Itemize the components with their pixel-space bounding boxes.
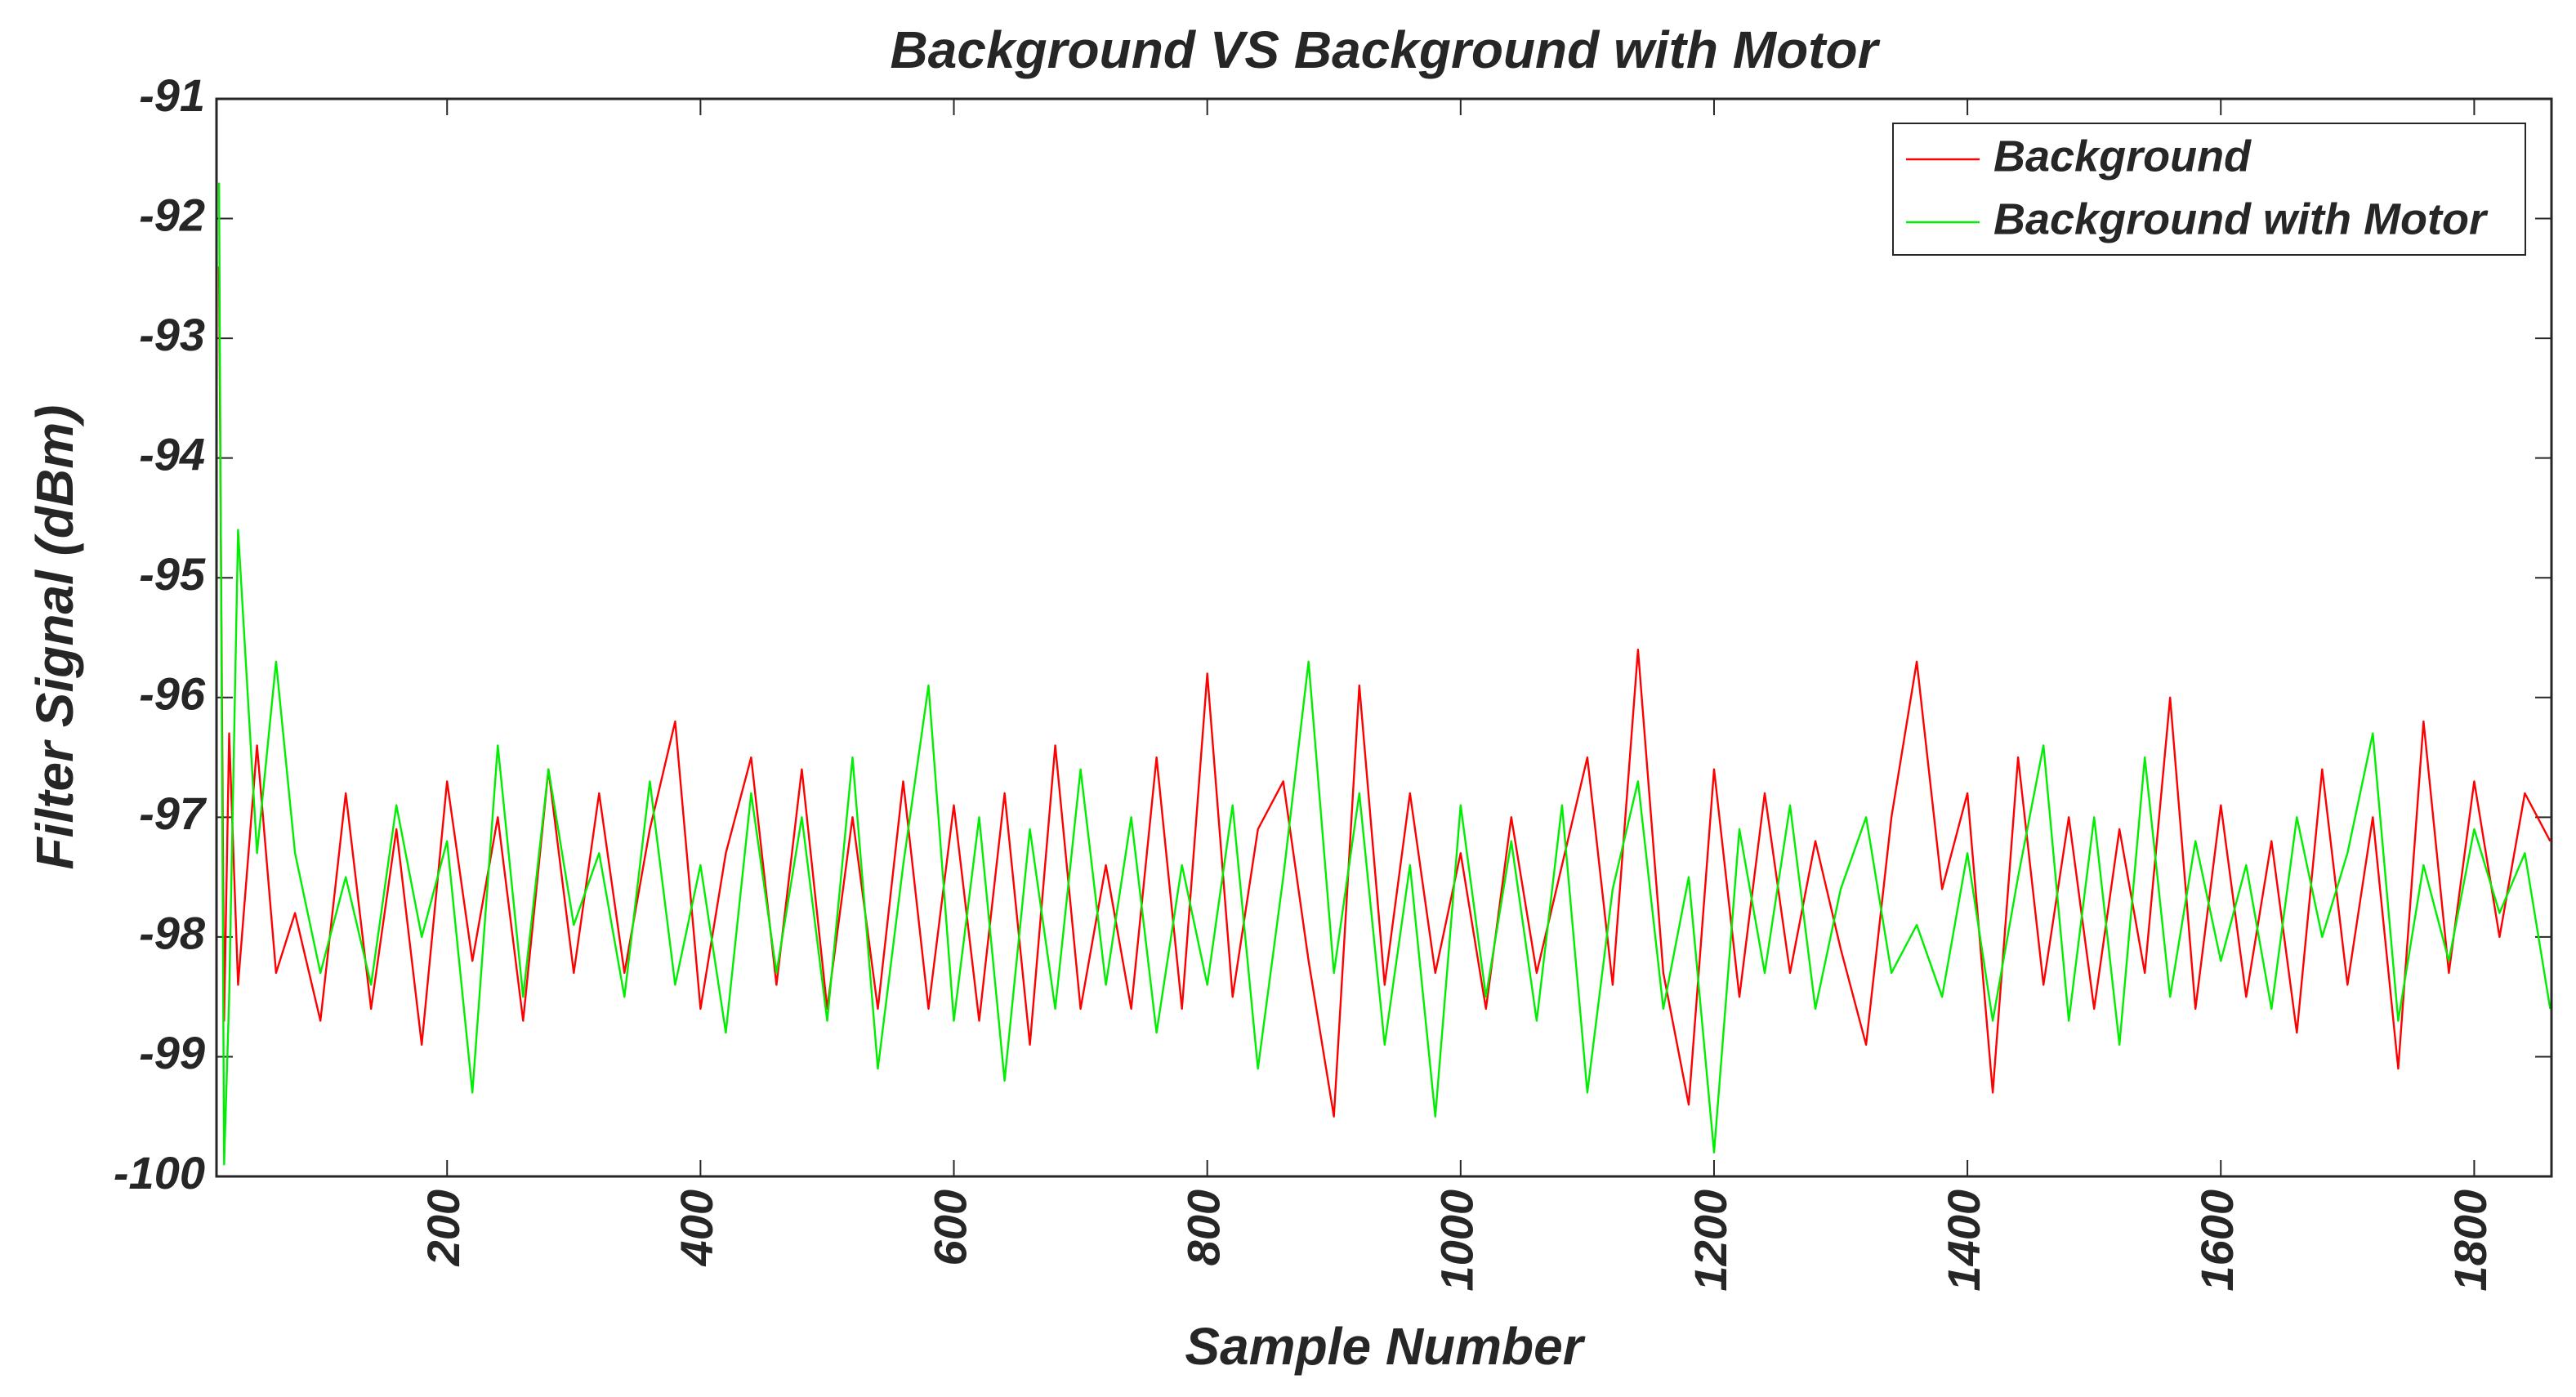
legend-label: Background with Motor	[1993, 194, 2489, 243]
chart-title: Background VS Background with Motor	[891, 20, 1881, 79]
plot-area	[217, 99, 2551, 1176]
x-tick-label: 1800	[2444, 1189, 2496, 1292]
x-tick-label: 200	[417, 1189, 469, 1266]
y-tick-label: -100	[114, 1147, 205, 1198]
y-tick-label: -98	[139, 908, 206, 959]
y-tick-label: -93	[139, 309, 205, 360]
axes-box	[215, 97, 2553, 1178]
x-tick-label: 1600	[2191, 1189, 2243, 1292]
y-tick-label: -92	[139, 189, 205, 240]
y-tick-label: -94	[139, 428, 205, 480]
x-axis-label: Sample Number	[1185, 1317, 1585, 1376]
y-tick-label: -97	[139, 788, 208, 839]
x-tick-label: 1000	[1431, 1189, 1483, 1292]
y-tick-label: -99	[139, 1027, 205, 1078]
x-tick-label: 800	[1177, 1189, 1229, 1265]
x-tick-label: 1200	[1685, 1189, 1736, 1292]
y-axis-label: Filter Signal (dBm)	[25, 405, 84, 870]
y-tick-label: -95	[139, 548, 206, 600]
x-tick-label: 1400	[1938, 1189, 1989, 1292]
y-tick-label: -96	[139, 668, 206, 720]
legend-label: Background	[1993, 132, 2252, 181]
x-tick-label: 400	[671, 1189, 722, 1266]
data-line	[217, 182, 2551, 1166]
y-tick-label: -91	[139, 69, 205, 121]
x-tick-label: 600	[924, 1189, 975, 1265]
legend-box	[1892, 123, 2526, 256]
